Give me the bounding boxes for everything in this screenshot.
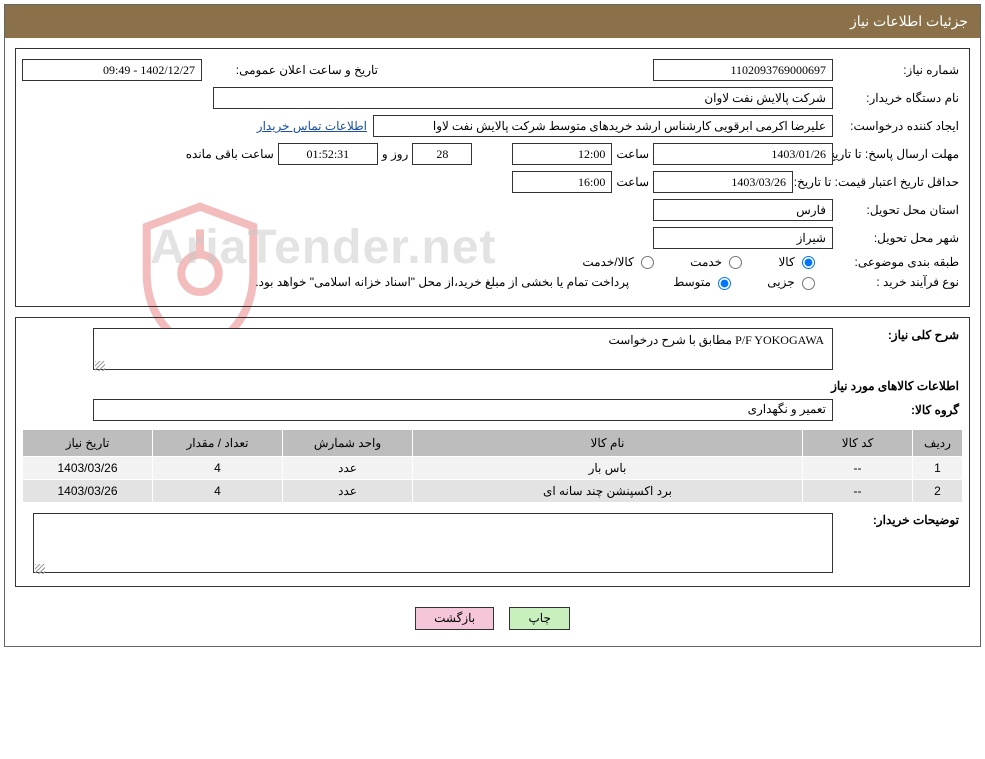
pt-medium-radio[interactable] (718, 277, 731, 290)
th-unit: واحد شمارش (283, 429, 413, 456)
cell-date: 1403/03/26 (23, 456, 153, 479)
cell-unit: عدد (283, 456, 413, 479)
print-button[interactable]: چاپ (509, 607, 569, 630)
th-code: کد کالا (803, 429, 913, 456)
province-label: استان محل تحویل: (833, 203, 963, 217)
cell-qty: 4 (153, 456, 283, 479)
main-container: جزئیات اطلاعات نیاز AriaTender.net شماره… (4, 4, 981, 647)
buyer-org-field[interactable] (213, 87, 833, 109)
category-label: طبقه بندی موضوعی: (833, 255, 963, 269)
row-category: طبقه بندی موضوعی: کالا خدمت کالا/خدمت (22, 255, 963, 269)
goods-info-label: اطلاعات کالاهای مورد نیاز (827, 379, 963, 393)
cell-unit: عدد (283, 479, 413, 502)
summary-textarea[interactable] (93, 328, 833, 370)
time-left-label: ساعت باقی مانده (182, 147, 278, 161)
row-purchase-type: نوع فرآیند خرید : جزیی متوسط پرداخت تمام… (22, 275, 963, 289)
row-deadline: مهلت ارسال پاسخ: تا تاریخ: ساعت روز و سا… (22, 143, 963, 165)
time-left-field[interactable] (278, 143, 378, 165)
need-detail-section: شرح کلی نیاز: اطلاعات کالاهای مورد نیاز … (15, 317, 970, 587)
row-buyer-org: نام دستگاه خریدار: (22, 87, 963, 109)
buyer-contact-link[interactable]: اطلاعات تماس خریدار (251, 119, 373, 133)
need-no-field[interactable] (653, 59, 833, 81)
validity-label: حداقل تاریخ اعتبار قیمت: تا تاریخ: (793, 175, 963, 189)
cell-idx: 1 (913, 456, 963, 479)
cat-goods-text: کالا (778, 255, 794, 269)
province-field[interactable] (653, 199, 833, 221)
purchase-type-label: نوع فرآیند خرید : (833, 275, 963, 289)
city-label: شهر محل تحویل: (833, 231, 963, 245)
cat-goods-service-option: کالا/خدمت (564, 255, 654, 269)
validity-date-field[interactable] (653, 171, 793, 193)
row-group: گروه کالا: (22, 399, 963, 421)
table-row: 2 -- برد اکسپنشن چند سانه ای عدد 4 1403/… (23, 479, 963, 502)
payment-note: پرداخت تمام یا بخشی از مبلغ خرید،از محل … (255, 275, 637, 289)
cell-code: -- (803, 456, 913, 479)
buyer-desc-label: توضیحات خریدار: (833, 513, 963, 527)
th-name: نام کالا (413, 429, 803, 456)
pt-minor-text: جزیی (767, 275, 794, 289)
cat-goods-radio[interactable] (802, 256, 815, 269)
buyer-desc-textarea[interactable] (33, 513, 833, 573)
summary-label: شرح کلی نیاز: (833, 328, 963, 342)
requester-field[interactable] (373, 115, 833, 137)
cat-goods-service-text: کالا/خدمت (582, 255, 633, 269)
cell-name: باس بار (413, 456, 803, 479)
cat-goods-service-radio[interactable] (641, 256, 654, 269)
pub-date-label: تاریخ و ساعت اعلان عمومی: (202, 63, 382, 77)
city-field[interactable] (653, 227, 833, 249)
time-label-1: ساعت (612, 147, 653, 161)
deadline-time-field[interactable] (512, 143, 612, 165)
cat-goods-option: کالا (760, 255, 815, 269)
th-date: تاریخ نیاز (23, 429, 153, 456)
footer-buttons: چاپ بازگشت (5, 597, 980, 646)
pub-date-field[interactable] (22, 59, 202, 81)
cat-service-option: خدمت (672, 255, 742, 269)
cat-service-radio[interactable] (729, 256, 742, 269)
row-need-no: شماره نیاز: تاریخ و ساعت اعلان عمومی: (22, 59, 963, 81)
table-row: 1 -- باس بار عدد 4 1403/03/26 (23, 456, 963, 479)
time-label-2: ساعت (612, 175, 653, 189)
deadline-label: مهلت ارسال پاسخ: تا تاریخ: (833, 147, 963, 161)
cat-service-text: خدمت (690, 255, 722, 269)
cell-qty: 4 (153, 479, 283, 502)
row-city: شهر محل تحویل: (22, 227, 963, 249)
pt-medium-text: متوسط (673, 275, 711, 289)
th-qty: تعداد / مقدار (153, 429, 283, 456)
need-info-section: شماره نیاز: تاریخ و ساعت اعلان عمومی: نا… (15, 48, 970, 307)
cell-idx: 2 (913, 479, 963, 502)
th-idx: ردیف (913, 429, 963, 456)
cell-date: 1403/03/26 (23, 479, 153, 502)
row-summary: شرح کلی نیاز: (22, 328, 963, 373)
group-label: گروه کالا: (833, 403, 963, 417)
page-title: جزئیات اطلاعات نیاز (850, 13, 968, 29)
validity-time-field[interactable] (512, 171, 612, 193)
days-left-field[interactable] (412, 143, 472, 165)
page-title-bar: جزئیات اطلاعات نیاز (5, 5, 980, 38)
cell-code: -- (803, 479, 913, 502)
requester-label: ایجاد کننده درخواست: (833, 119, 963, 133)
pt-minor-option: جزیی (749, 275, 815, 289)
buyer-org-label: نام دستگاه خریدار: (833, 91, 963, 105)
pt-medium-option: متوسط (655, 275, 731, 289)
cell-name: برد اکسپنشن چند سانه ای (413, 479, 803, 502)
row-validity: حداقل تاریخ اعتبار قیمت: تا تاریخ: ساعت (22, 171, 963, 193)
days-and-label: روز و (378, 147, 413, 161)
row-buyer-desc: توضیحات خریدار: (22, 513, 963, 576)
row-goods-info: اطلاعات کالاهای مورد نیاز (22, 379, 963, 393)
group-field[interactable] (93, 399, 833, 421)
row-province: استان محل تحویل: (22, 199, 963, 221)
table-header-row: ردیف کد کالا نام کالا واحد شمارش تعداد /… (23, 429, 963, 456)
pt-minor-radio[interactable] (802, 277, 815, 290)
need-no-label: شماره نیاز: (833, 63, 963, 77)
goods-table: ردیف کد کالا نام کالا واحد شمارش تعداد /… (22, 429, 963, 503)
row-requester: ایجاد کننده درخواست: اطلاعات تماس خریدار (22, 115, 963, 137)
back-button[interactable]: بازگشت (415, 607, 494, 630)
deadline-date-field[interactable] (653, 143, 833, 165)
